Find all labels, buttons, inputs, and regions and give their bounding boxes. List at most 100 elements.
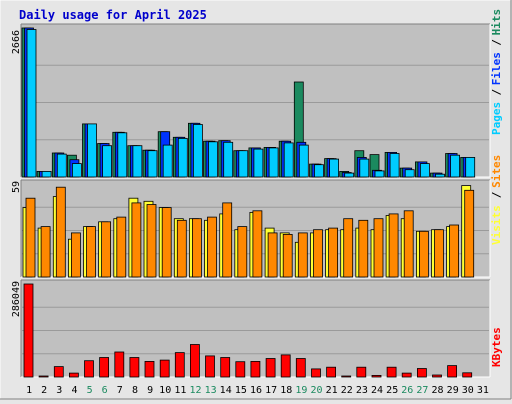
day-label-30: 30 xyxy=(462,385,474,396)
day-label-20: 20 xyxy=(310,385,322,396)
bar-pages-day-11 xyxy=(177,137,188,178)
panel-kbytes xyxy=(20,279,491,378)
day-label-27: 27 xyxy=(416,385,428,396)
day-label-24: 24 xyxy=(371,385,383,396)
bar-sites-day-13 xyxy=(207,216,217,278)
day-label-23: 23 xyxy=(356,385,368,396)
bar-sites-day-27 xyxy=(418,230,429,278)
bar-kbytes-day-29 xyxy=(447,365,458,378)
bar-pages-day-18 xyxy=(283,142,294,178)
day-label-1: 1 xyxy=(26,385,32,396)
legend-hits: Hits xyxy=(490,9,503,36)
day-label-12: 12 xyxy=(189,385,201,396)
bar-sites-day-18 xyxy=(282,233,293,278)
bar-kbytes-day-7 xyxy=(114,351,125,378)
day-label-17: 17 xyxy=(265,385,277,396)
bar-kbytes-day-15 xyxy=(235,361,246,378)
panel-hits-files-pages xyxy=(20,23,491,178)
day-label-26: 26 xyxy=(401,385,413,396)
bar-sites-day-16 xyxy=(252,210,263,278)
day-label-25: 25 xyxy=(386,385,398,396)
bar-kbytes-day-9 xyxy=(144,360,155,378)
bar-pages-day-20 xyxy=(314,164,324,178)
bar-sites-day-4 xyxy=(71,232,81,278)
bar-sites-day-7 xyxy=(116,216,127,278)
chart-title: Daily usage for April 2025 xyxy=(19,8,207,22)
legend-pages: Pages xyxy=(490,102,503,135)
panel-visits-sites xyxy=(20,179,491,278)
bar-pages-day-24 xyxy=(374,170,385,178)
bar-kbytes-day-28 xyxy=(432,374,442,378)
bar-sites-day-9 xyxy=(146,204,157,278)
legend-files: Files xyxy=(490,52,503,85)
day-label-14: 14 xyxy=(220,385,232,396)
bar-sites-day-30 xyxy=(464,189,475,278)
day-label-9: 9 xyxy=(147,385,153,396)
day-label-3: 3 xyxy=(56,385,62,396)
y-max-label-kbytes: 286049 xyxy=(11,281,22,317)
bar-sites-day-12 xyxy=(191,218,202,278)
legend-separator: / xyxy=(490,39,503,46)
bar-pages-day-25 xyxy=(389,153,400,178)
legend-visits: Visits xyxy=(490,205,503,245)
bar-pages-day-10 xyxy=(162,144,173,178)
bar-kbytes-day-17 xyxy=(265,358,276,378)
bar-sites-day-15 xyxy=(237,226,248,278)
bar-kbytes-day-30 xyxy=(462,372,473,378)
bar-kbytes-day-8 xyxy=(129,357,140,378)
bar-sites-day-22 xyxy=(343,218,354,278)
day-label-5: 5 xyxy=(87,385,93,396)
bar-pages-day-3 xyxy=(56,153,67,178)
day-label-22: 22 xyxy=(341,385,353,396)
bar-sites-day-17 xyxy=(267,232,278,278)
bar-sites-day-1 xyxy=(25,197,36,278)
bar-sites-day-8 xyxy=(131,202,142,278)
bar-sites-day-19 xyxy=(297,232,308,278)
bar-pages-day-14 xyxy=(223,141,234,178)
bar-kbytes-day-13 xyxy=(205,355,215,378)
bar-kbytes-day-20 xyxy=(311,368,321,378)
bar-pages-day-12 xyxy=(192,124,203,178)
bar-kbytes-day-2 xyxy=(38,375,49,378)
legend-separator: / xyxy=(490,89,503,96)
bar-pages-day-15 xyxy=(238,150,249,178)
day-label-28: 28 xyxy=(431,385,443,396)
bar-pages-day-2 xyxy=(41,170,52,178)
bar-sites-day-14 xyxy=(222,202,233,278)
day-label-11: 11 xyxy=(174,385,186,396)
day-label-18: 18 xyxy=(280,385,292,396)
bar-kbytes-day-25 xyxy=(386,366,397,378)
bar-kbytes-day-21 xyxy=(326,366,337,378)
bar-kbytes-day-23 xyxy=(356,366,367,378)
bar-pages-day-6 xyxy=(102,145,112,178)
y-max-label-hits: 2666 xyxy=(11,30,22,54)
bar-kbytes-day-26 xyxy=(401,372,412,378)
bar-kbytes-day-4 xyxy=(69,372,79,378)
bar-kbytes-day-16 xyxy=(250,360,261,378)
bar-pages-day-22 xyxy=(344,172,355,178)
bar-kbytes-day-27 xyxy=(416,368,427,378)
x-axis-day-labels: 1 2 3 4 5 6 7 8 9 10 11 12 13 14 15 16 17 18 19 20 21 22 23 24 2… xyxy=(26,385,489,396)
bar-pages-day-7 xyxy=(117,132,128,178)
bar-pages-day-13 xyxy=(208,141,218,178)
bar-pages-day-16 xyxy=(253,148,264,178)
day-label-15: 15 xyxy=(235,385,247,396)
day-label-16: 16 xyxy=(250,385,262,396)
bar-pages-day-27 xyxy=(419,163,430,178)
day-label-10: 10 xyxy=(159,385,171,396)
bar-kbytes-day-6 xyxy=(99,357,109,378)
y-max-label-visits: 59 xyxy=(11,181,22,193)
bar-pages-day-17 xyxy=(268,147,279,178)
bar-pages-day-1 xyxy=(26,29,37,178)
bar-pages-day-23 xyxy=(359,158,370,178)
bar-kbytes-day-1 xyxy=(23,283,34,378)
bar-sites-day-28 xyxy=(434,229,444,278)
bar-sites-day-25 xyxy=(388,213,399,278)
bar-sites-day-23 xyxy=(358,219,369,278)
bar-sites-day-29 xyxy=(449,224,460,278)
bar-sites-day-10 xyxy=(161,207,172,278)
day-label-19: 19 xyxy=(295,385,307,396)
bar-kbytes-day-12 xyxy=(189,344,200,378)
